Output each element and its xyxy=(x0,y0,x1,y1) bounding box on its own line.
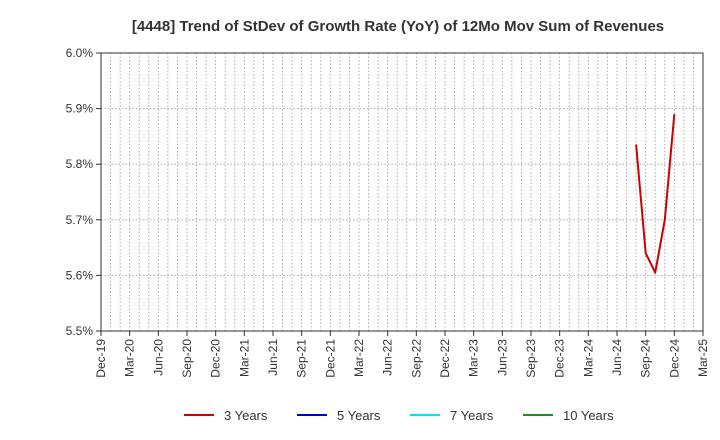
x-tick-label: Dec-22 xyxy=(438,339,452,378)
plot-frame xyxy=(100,52,704,332)
x-tick-label: Mar-24 xyxy=(581,339,595,377)
legend-label: 10 Years xyxy=(563,408,614,423)
x-tick-label: Dec-24 xyxy=(667,339,681,378)
x-tick-label: Mar-20 xyxy=(123,339,137,377)
x-tick-label: Jun-22 xyxy=(381,339,395,376)
chart-title: [4448] Trend of StDev of Growth Rate (Yo… xyxy=(132,18,664,35)
legend: 3 Years 5 Years 7 Years 10 Years xyxy=(184,408,614,423)
x-tick-label: Sep-22 xyxy=(409,339,423,378)
legend-label: 7 Years xyxy=(450,408,494,423)
series-lines xyxy=(635,114,676,274)
y-tick-label: 5.9% xyxy=(66,102,94,116)
y-tick-label: 5.5% xyxy=(66,324,94,338)
y-tick-label: 6.0% xyxy=(66,46,94,60)
x-axis-ticks: Dec-19 Mar-20 Jun-20 Sep-20 Dec-20 Mar-21 Jun-… xyxy=(94,331,710,378)
x-tick-label: Jun-21 xyxy=(266,339,280,376)
x-tick-label: Dec-21 xyxy=(323,339,337,378)
x-tick-label: Sep-24 xyxy=(639,339,653,378)
x-tick-label: Dec-19 xyxy=(94,339,108,378)
x-tick-label: Mar-21 xyxy=(237,339,251,377)
plot-area xyxy=(101,53,703,331)
x-tick-label: Jun-24 xyxy=(610,339,624,376)
legend-label: 3 Years xyxy=(224,408,268,423)
x-tick-label: Dec-23 xyxy=(553,339,567,378)
x-tick-label: Jun-23 xyxy=(495,339,509,376)
x-tick-label: Jun-20 xyxy=(151,339,165,376)
x-tick-label: Sep-21 xyxy=(295,339,309,378)
y-axis-ticks: 5.5% 5.6% 5.7% 5.8% 5.9% 6.0% xyxy=(66,46,101,338)
y-tick-label: 5.6% xyxy=(66,268,94,282)
x-tick-label: Sep-23 xyxy=(524,339,538,378)
grid-lines xyxy=(101,53,703,331)
series-line xyxy=(635,114,676,274)
x-tick-label: Dec-20 xyxy=(209,339,223,378)
x-tick-label: Mar-25 xyxy=(696,339,710,377)
y-tick-label: 5.7% xyxy=(66,213,94,227)
x-tick-label: Sep-20 xyxy=(180,339,194,378)
x-tick-label: Mar-23 xyxy=(467,339,481,377)
x-tick-label: Mar-22 xyxy=(352,339,366,377)
legend-label: 5 Years xyxy=(337,408,381,423)
y-tick-label: 5.8% xyxy=(66,157,94,171)
